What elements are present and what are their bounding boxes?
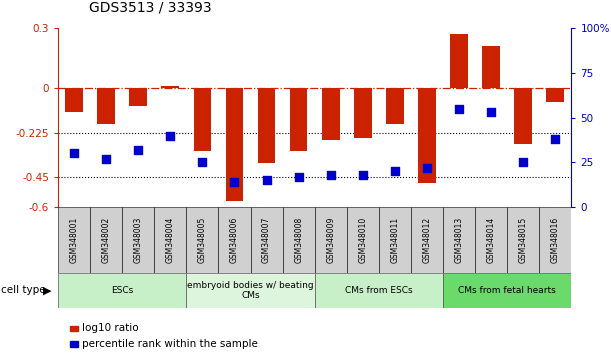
Bar: [186, 207, 219, 273]
Point: [486, 109, 496, 115]
Point: [101, 156, 111, 162]
Text: percentile rank within the sample: percentile rank within the sample: [82, 339, 258, 349]
Text: GSM348011: GSM348011: [390, 217, 400, 263]
Text: GSM348013: GSM348013: [455, 217, 464, 263]
Bar: [475, 207, 507, 273]
Text: GSM348004: GSM348004: [166, 217, 175, 263]
Bar: [507, 207, 540, 273]
Text: GSM348012: GSM348012: [422, 217, 431, 263]
Bar: [90, 207, 122, 273]
Text: GSM348007: GSM348007: [262, 217, 271, 263]
Bar: [386, 88, 404, 124]
Bar: [155, 207, 186, 273]
Text: ▶: ▶: [43, 285, 51, 295]
Text: log10 ratio: log10 ratio: [82, 323, 139, 333]
Point: [518, 160, 528, 165]
Text: GSM348001: GSM348001: [70, 217, 79, 263]
Text: GSM348006: GSM348006: [230, 217, 239, 263]
Bar: [58, 207, 90, 273]
Bar: [258, 88, 276, 164]
Point: [422, 165, 432, 171]
Bar: [65, 88, 83, 112]
Point: [262, 177, 271, 183]
Bar: [58, 273, 186, 308]
Text: GDS3513 / 33393: GDS3513 / 33393: [89, 0, 211, 14]
Bar: [194, 88, 211, 152]
Bar: [482, 46, 500, 88]
Bar: [354, 88, 371, 138]
Bar: [315, 207, 347, 273]
Point: [390, 169, 400, 174]
Bar: [219, 207, 251, 273]
Bar: [251, 207, 283, 273]
Text: GSM348008: GSM348008: [294, 217, 303, 263]
Bar: [514, 88, 532, 143]
Bar: [97, 88, 115, 124]
Text: GSM348016: GSM348016: [551, 217, 560, 263]
Bar: [283, 207, 315, 273]
Text: GSM348005: GSM348005: [198, 217, 207, 263]
Bar: [315, 273, 443, 308]
Point: [326, 172, 335, 178]
Bar: [411, 207, 443, 273]
Text: CMs from ESCs: CMs from ESCs: [345, 286, 412, 295]
Bar: [290, 88, 307, 152]
Text: GSM348015: GSM348015: [519, 217, 528, 263]
Bar: [443, 273, 571, 308]
Point: [133, 147, 143, 153]
Point: [69, 151, 79, 156]
Point: [197, 160, 207, 165]
Point: [358, 172, 368, 178]
Bar: [347, 207, 379, 273]
Bar: [161, 86, 179, 88]
Bar: [130, 88, 147, 106]
Point: [230, 179, 240, 185]
Point: [166, 133, 175, 138]
Text: GSM348014: GSM348014: [486, 217, 496, 263]
Bar: [225, 88, 243, 201]
Text: ESCs: ESCs: [111, 286, 133, 295]
Text: embryoid bodies w/ beating
CMs: embryoid bodies w/ beating CMs: [187, 281, 314, 300]
Bar: [450, 34, 468, 88]
Bar: [418, 88, 436, 183]
Text: GSM348010: GSM348010: [358, 217, 367, 263]
Text: GSM348009: GSM348009: [326, 217, 335, 263]
Point: [294, 174, 304, 179]
Bar: [186, 273, 315, 308]
Bar: [322, 88, 340, 139]
Text: CMs from fetal hearts: CMs from fetal hearts: [458, 286, 556, 295]
Bar: [122, 207, 155, 273]
Text: cell type: cell type: [1, 285, 46, 295]
Point: [551, 136, 560, 142]
Text: GSM348003: GSM348003: [134, 217, 143, 263]
Point: [454, 106, 464, 112]
Bar: [443, 207, 475, 273]
Bar: [379, 207, 411, 273]
Bar: [540, 207, 571, 273]
Bar: [546, 88, 564, 102]
Text: GSM348002: GSM348002: [101, 217, 111, 263]
